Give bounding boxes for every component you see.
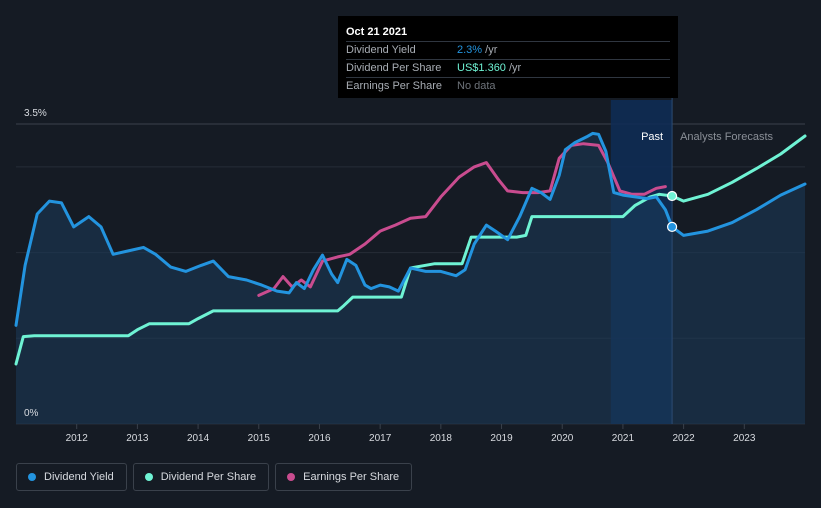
dividend-yield-marker — [666, 221, 678, 232]
x-tick-label: 2017 — [369, 433, 392, 444]
tooltip-label: Dividend Per Share — [346, 62, 442, 74]
dividend-yield-line — [14, 131, 674, 327]
tooltip-label: Dividend Yield — [346, 44, 416, 56]
x-tick-label: 2021 — [612, 433, 635, 444]
dividend-per-share-line — [14, 192, 674, 366]
dividend-yield-forecast-line — [670, 182, 807, 237]
legend-item-earnings-per-share[interactable]: Earnings Per Share — [275, 463, 413, 491]
legend-item-dividend-per-share[interactable]: Dividend Per Share — [132, 463, 270, 491]
tooltip-unit: /yr — [482, 44, 498, 56]
dividend-per-share-marker — [666, 190, 678, 202]
tooltip-label: Earnings Per Share — [346, 80, 442, 92]
x-tick-label: 2014 — [187, 433, 210, 444]
dividend-per-share-forecast-line — [670, 134, 807, 203]
tooltip-date: Oct 21 2021 — [346, 23, 670, 42]
tooltip-markers — [666, 190, 678, 232]
x-tick-label: 2022 — [672, 433, 695, 444]
tooltip-value: No data — [457, 80, 496, 92]
tooltip-row-earnings-per-share: Earnings Per Share No data — [346, 78, 670, 95]
legend-dot-icon — [287, 473, 296, 481]
earnings-per-share-line — [257, 142, 667, 297]
x-tick-label: 2020 — [551, 433, 574, 444]
x-axis: 2012 2013 2014 2015 2016 2017 2018 2019 2020 2021… — [66, 424, 756, 444]
x-tick-label: 2023 — [733, 433, 756, 444]
chart-tooltip: Oct 21 2021 Dividend Yield 2.3% /yr Divid… — [338, 16, 678, 98]
tooltip-value: 2.3% — [457, 44, 483, 56]
dividend-yield-area-fill — [16, 133, 805, 424]
tooltip-row-dividend-per-share: Dividend Per Share US$1.360 /yr — [346, 60, 670, 78]
x-tick-label: 2019 — [490, 433, 513, 444]
x-tick-label: 2018 — [430, 433, 453, 444]
dividend-yield-area — [16, 133, 805, 424]
dividend-history-chart: 3.5% 0% Past Analysts Forecasts 2012 2013… — [14, 98, 807, 444]
tooltip-row-dividend-yield: Dividend Yield 2.3% /yr — [346, 42, 670, 60]
legend-dot-icon — [144, 473, 153, 481]
x-tick-label: 2016 — [308, 433, 331, 444]
series-lines — [14, 131, 807, 366]
chart-legend: Dividend Yield Dividend Per Share Earnin… — [16, 463, 413, 493]
tooltip-value: US$1.360 — [457, 62, 506, 74]
legend-label: Dividend Yield — [44, 471, 114, 483]
x-tick-label: 2015 — [248, 433, 271, 444]
x-tick-label: 2013 — [126, 433, 149, 444]
past-label: Past — [641, 131, 663, 143]
forecast-label: Analysts Forecasts — [680, 131, 773, 143]
x-tick-label: 2012 — [66, 433, 89, 444]
legend-label: Dividend Per Share — [160, 471, 257, 483]
legend-dot-icon — [28, 473, 36, 481]
legend-item-dividend-yield[interactable]: Dividend Yield — [16, 463, 127, 491]
legend-label: Earnings Per Share — [303, 471, 400, 483]
tooltip-unit: /yr — [505, 62, 522, 74]
y-axis-label-min: 0% — [24, 408, 39, 419]
y-axis-label-max: 3.5% — [24, 108, 47, 119]
